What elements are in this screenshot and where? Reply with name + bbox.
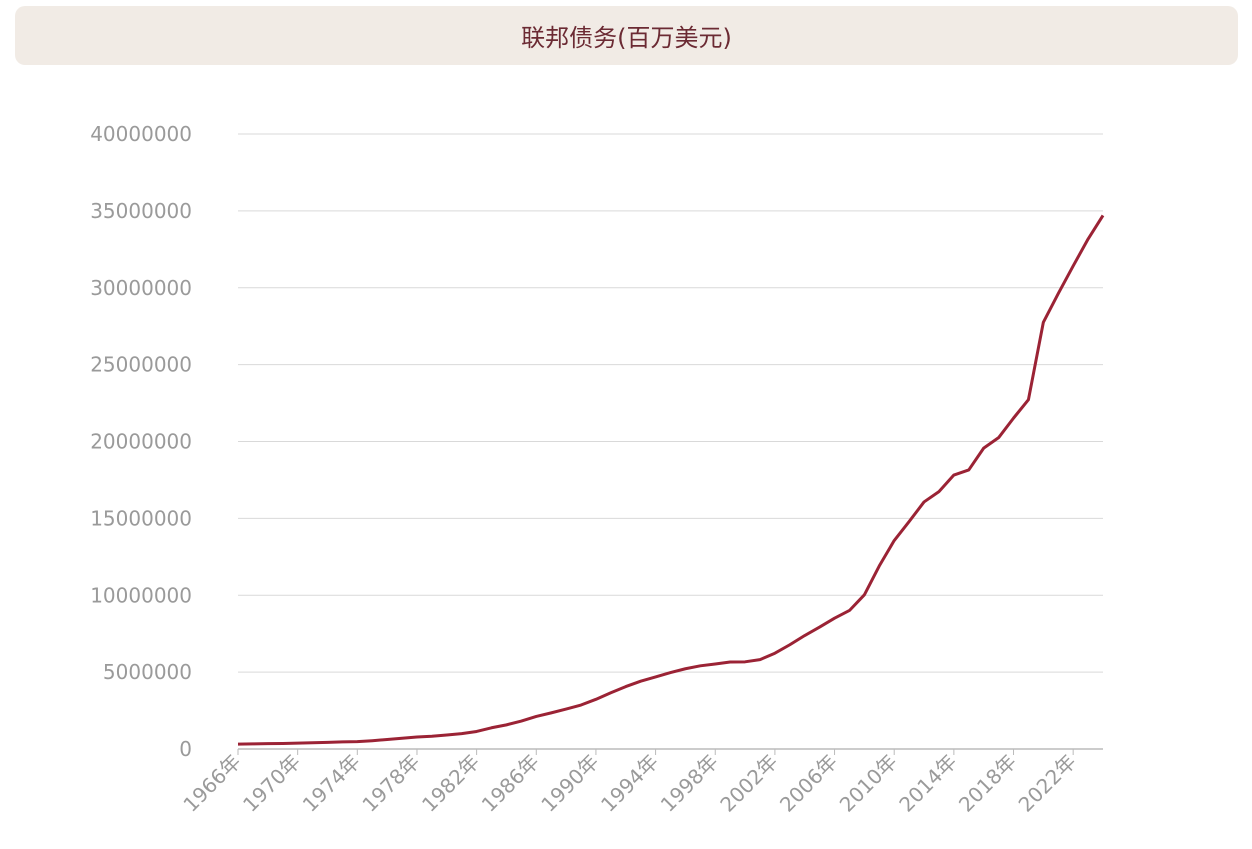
- y-tick-label: 35000000: [90, 199, 192, 223]
- y-tick-label: 30000000: [90, 276, 192, 300]
- x-tick-label: 1978年: [357, 750, 424, 817]
- y-tick-label: 5000000: [103, 660, 192, 684]
- y-tick-label: 10000000: [90, 583, 192, 607]
- x-tick-label: 1990年: [536, 750, 603, 817]
- y-tick-label: 20000000: [90, 430, 192, 454]
- x-tick-label: 2010年: [835, 750, 902, 817]
- y-tick-label: 25000000: [90, 353, 192, 377]
- x-tick-label: 2006年: [775, 750, 842, 817]
- x-tick-label: 2018年: [954, 750, 1021, 817]
- x-tick-label: 2002年: [715, 750, 782, 817]
- x-tick-label: 1986年: [477, 750, 544, 817]
- x-tick-label: 1982年: [417, 750, 484, 817]
- x-tick-label: 1970年: [238, 750, 305, 817]
- chart-title: 联邦债务(百万美元): [15, 6, 1238, 65]
- data-line: [237, 214, 1105, 746]
- x-tick-label: 2014年: [894, 750, 961, 817]
- x-tick-label: 1994年: [596, 750, 663, 817]
- y-tick-label: 15000000: [90, 506, 192, 530]
- x-tick-label: 2022年: [1014, 750, 1081, 817]
- x-tick-label: 1974年: [298, 750, 365, 817]
- x-tick-label: 1998年: [656, 750, 723, 817]
- y-tick-label: 40000000: [90, 122, 192, 146]
- y-tick-label: 0: [179, 737, 192, 761]
